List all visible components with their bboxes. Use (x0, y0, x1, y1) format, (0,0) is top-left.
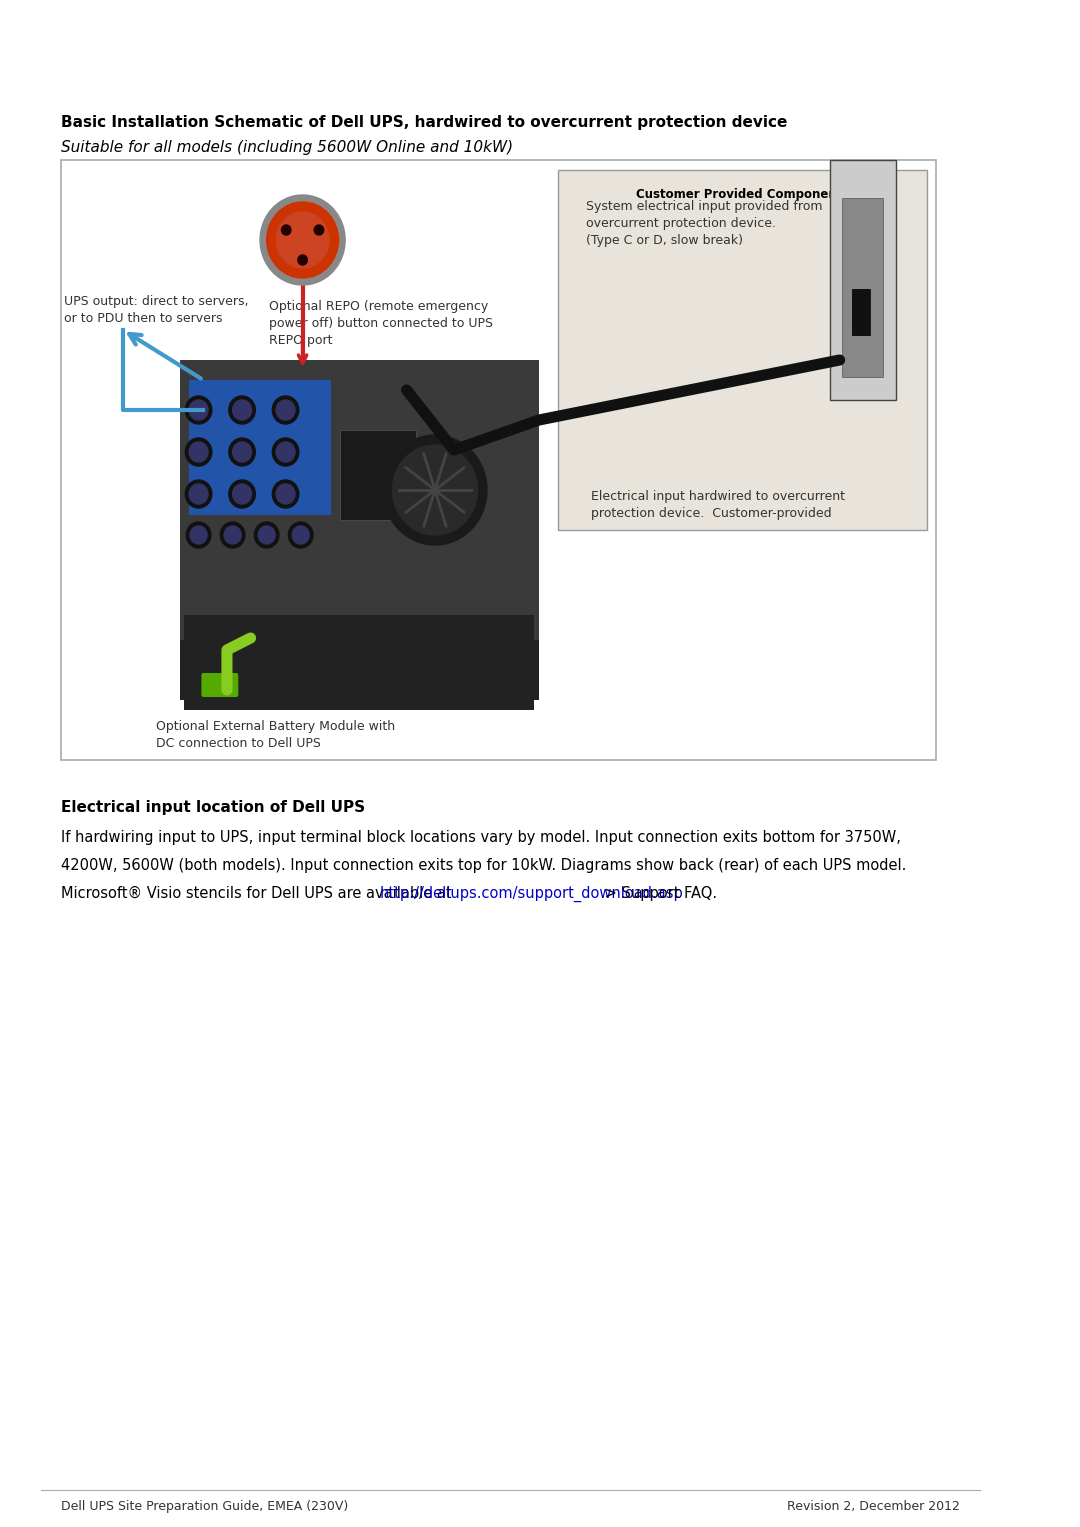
Text: overcurrent protection device.: overcurrent protection device. (586, 217, 777, 231)
FancyBboxPatch shape (179, 360, 539, 699)
FancyBboxPatch shape (558, 169, 927, 530)
Text: If hardwiring input to UPS, input terminal block locations vary by model. Input : If hardwiring input to UPS, input termin… (62, 831, 902, 844)
Circle shape (276, 484, 295, 504)
Circle shape (225, 525, 241, 544)
Circle shape (186, 395, 212, 425)
Circle shape (260, 195, 346, 286)
Text: > Support FAQ.: > Support FAQ. (600, 886, 717, 901)
FancyBboxPatch shape (185, 615, 535, 710)
Circle shape (282, 224, 291, 235)
Text: http://dellups.com/support_download.asp: http://dellups.com/support_download.asp (379, 886, 683, 902)
Circle shape (229, 395, 255, 425)
Text: or to PDU then to servers: or to PDU then to servers (65, 312, 222, 325)
Text: 4200W, 5600W (both models). Input connection exits top for 10kW. Diagrams show b: 4200W, 5600W (both models). Input connec… (62, 858, 907, 873)
Text: (Type C or D, slow break): (Type C or D, slow break) (586, 234, 743, 247)
FancyBboxPatch shape (62, 160, 936, 760)
Circle shape (189, 484, 208, 504)
Circle shape (272, 479, 299, 508)
Circle shape (272, 395, 299, 425)
Text: Electrical input location of Dell UPS: Electrical input location of Dell UPS (62, 800, 366, 815)
Text: DC connection to Dell UPS: DC connection to Dell UPS (156, 738, 321, 750)
Circle shape (186, 438, 212, 466)
FancyBboxPatch shape (841, 199, 883, 377)
FancyBboxPatch shape (340, 431, 416, 521)
Circle shape (276, 212, 329, 269)
FancyBboxPatch shape (179, 640, 539, 699)
Circle shape (232, 484, 252, 504)
Text: Dell UPS Site Preparation Guide, EMEA (230V): Dell UPS Site Preparation Guide, EMEA (2… (62, 1500, 349, 1513)
Circle shape (383, 435, 487, 545)
Circle shape (190, 525, 207, 544)
Circle shape (267, 202, 338, 278)
Circle shape (258, 525, 275, 544)
Text: Optional REPO (remote emergency: Optional REPO (remote emergency (270, 299, 489, 313)
Text: Microsoft® Visio stencils for Dell UPS are available at: Microsoft® Visio stencils for Dell UPS a… (62, 886, 457, 901)
Circle shape (276, 441, 295, 463)
Circle shape (298, 255, 308, 266)
Circle shape (220, 522, 245, 548)
Circle shape (255, 522, 279, 548)
Circle shape (232, 400, 252, 420)
Text: Customer Provided Components: Customer Provided Components (636, 188, 849, 202)
Circle shape (392, 444, 477, 534)
FancyBboxPatch shape (201, 673, 239, 696)
Circle shape (189, 400, 208, 420)
Text: Suitable for all models (including 5600W Online and 10kW): Suitable for all models (including 5600W… (62, 140, 514, 156)
Circle shape (189, 441, 208, 463)
Circle shape (229, 438, 255, 466)
Text: REPO port: REPO port (270, 334, 333, 347)
Circle shape (314, 224, 324, 235)
Text: Basic Installation Schematic of Dell UPS, hardwired to overcurrent protection de: Basic Installation Schematic of Dell UPS… (62, 115, 787, 130)
FancyBboxPatch shape (852, 289, 870, 336)
Circle shape (186, 522, 211, 548)
Circle shape (186, 479, 212, 508)
Text: power off) button connected to UPS: power off) button connected to UPS (270, 318, 494, 330)
Circle shape (272, 438, 299, 466)
Text: System electrical input provided from: System electrical input provided from (586, 200, 823, 212)
Text: UPS output: direct to servers,: UPS output: direct to servers, (65, 295, 248, 308)
Circle shape (232, 441, 252, 463)
Circle shape (288, 522, 313, 548)
Circle shape (293, 525, 309, 544)
Text: Optional External Battery Module with: Optional External Battery Module with (156, 721, 395, 733)
Text: Electrical input hardwired to overcurrent: Electrical input hardwired to overcurren… (591, 490, 845, 502)
Circle shape (229, 479, 255, 508)
Text: Revision 2, December 2012: Revision 2, December 2012 (787, 1500, 960, 1513)
FancyBboxPatch shape (831, 160, 896, 400)
FancyBboxPatch shape (189, 380, 330, 515)
Text: protection device.  Customer-provided: protection device. Customer-provided (591, 507, 832, 521)
Circle shape (276, 400, 295, 420)
